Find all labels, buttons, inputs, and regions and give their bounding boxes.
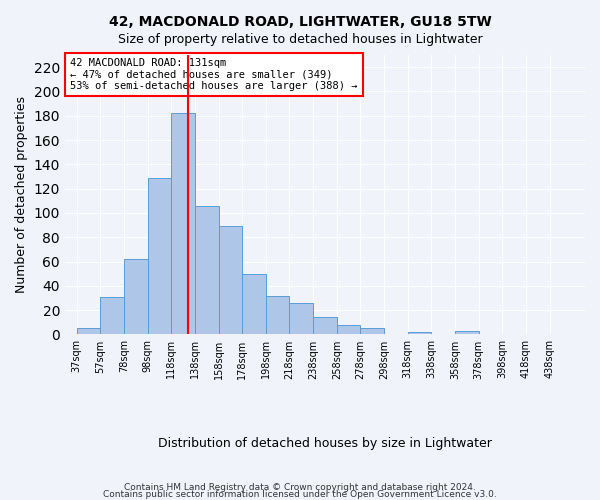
- Text: 42 MACDONALD ROAD: 131sqm
← 47% of detached houses are smaller (349)
53% of semi: 42 MACDONALD ROAD: 131sqm ← 47% of detac…: [70, 58, 358, 91]
- Text: Contains public sector information licensed under the Open Government Licence v3: Contains public sector information licen…: [103, 490, 497, 499]
- Bar: [361, 328, 384, 334]
- Bar: [218, 226, 242, 334]
- Text: Contains HM Land Registry data © Crown copyright and database right 2024.: Contains HM Land Registry data © Crown c…: [124, 484, 476, 492]
- Text: Size of property relative to detached houses in Lightwater: Size of property relative to detached ho…: [118, 32, 482, 46]
- X-axis label: Distribution of detached houses by size in Lightwater: Distribution of detached houses by size …: [158, 437, 492, 450]
- Bar: [148, 178, 171, 334]
- Bar: [313, 318, 337, 334]
- Bar: [289, 303, 313, 334]
- Bar: [100, 297, 124, 335]
- Bar: [77, 328, 100, 334]
- Y-axis label: Number of detached properties: Number of detached properties: [15, 96, 28, 293]
- Bar: [195, 206, 218, 334]
- Bar: [124, 259, 148, 334]
- Text: 42, MACDONALD ROAD, LIGHTWATER, GU18 5TW: 42, MACDONALD ROAD, LIGHTWATER, GU18 5TW: [109, 15, 491, 29]
- Bar: [242, 274, 266, 334]
- Bar: [337, 324, 361, 334]
- Bar: [407, 332, 431, 334]
- Bar: [171, 114, 195, 334]
- Bar: [266, 296, 289, 335]
- Bar: [455, 331, 479, 334]
